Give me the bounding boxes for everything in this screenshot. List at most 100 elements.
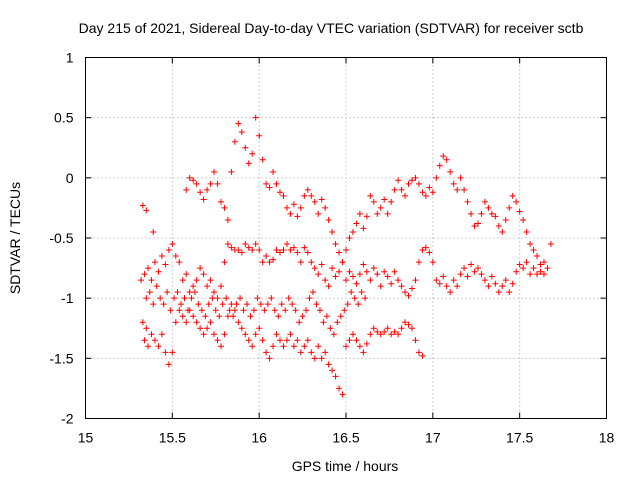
data-point <box>318 196 325 203</box>
data-point <box>257 301 264 308</box>
data-point <box>162 261 169 268</box>
data-point <box>278 301 285 308</box>
data-point <box>353 280 360 287</box>
data-point <box>237 295 244 302</box>
data-point <box>405 321 412 328</box>
data-point <box>540 271 547 278</box>
data-point <box>520 265 527 272</box>
data-point <box>506 289 513 296</box>
data-point <box>165 247 172 254</box>
data-point <box>217 198 224 205</box>
data-point <box>537 268 544 275</box>
data-point <box>415 259 422 266</box>
data-point <box>488 273 495 280</box>
data-point <box>353 220 360 227</box>
data-point <box>351 295 358 302</box>
data-point <box>211 168 218 175</box>
data-point <box>242 144 249 151</box>
data-point <box>311 265 318 272</box>
data-point <box>315 271 322 278</box>
data-point <box>256 247 263 254</box>
data-point <box>184 307 191 314</box>
data-point <box>139 319 146 326</box>
data-point <box>259 259 266 266</box>
data-point <box>395 277 402 284</box>
data-point <box>235 120 242 127</box>
data-point <box>377 331 384 338</box>
data-point <box>454 283 461 290</box>
data-point <box>233 301 240 308</box>
grid <box>85 57 607 419</box>
data-point <box>464 198 471 205</box>
data-point <box>277 189 284 196</box>
data-point <box>374 271 381 278</box>
data-point <box>249 247 256 254</box>
data-point <box>398 283 405 290</box>
data-point <box>221 204 228 211</box>
data-point <box>263 180 270 187</box>
data-point <box>169 349 176 356</box>
data-point <box>148 277 155 284</box>
data-point <box>408 285 415 292</box>
data-point <box>290 244 297 251</box>
data-point <box>360 349 367 356</box>
data-point <box>172 319 179 326</box>
data-point <box>474 220 481 227</box>
data-point <box>492 213 499 220</box>
data-point <box>440 273 447 280</box>
data-point <box>481 277 488 284</box>
data-points <box>138 114 554 398</box>
data-point <box>429 189 436 196</box>
data-point <box>323 313 330 320</box>
data-point <box>429 259 436 266</box>
data-point <box>367 192 374 199</box>
data-point <box>198 307 205 314</box>
data-point <box>256 132 263 139</box>
data-point <box>468 261 475 268</box>
data-point <box>374 328 381 335</box>
data-point <box>457 271 464 278</box>
data-point <box>224 241 231 248</box>
data-point <box>349 228 356 235</box>
data-point <box>374 210 381 217</box>
data-point <box>217 283 224 290</box>
data-point <box>341 307 348 314</box>
data-point <box>370 325 377 332</box>
data-point <box>164 289 171 296</box>
x-tick-label: 17.5 <box>506 430 533 446</box>
data-point <box>381 328 388 335</box>
data-point <box>330 331 337 338</box>
data-point <box>270 343 277 350</box>
data-point <box>367 331 374 338</box>
data-point <box>277 337 284 344</box>
data-point <box>433 277 440 284</box>
data-point <box>223 295 230 302</box>
data-point <box>355 301 362 308</box>
data-point <box>343 343 349 350</box>
data-point <box>349 273 356 280</box>
data-point <box>405 180 412 187</box>
data-point <box>308 259 315 266</box>
data-point <box>377 204 384 211</box>
data-point <box>419 189 426 196</box>
data-point <box>478 210 485 217</box>
data-point <box>422 244 429 251</box>
data-point <box>169 241 176 248</box>
data-point <box>197 189 204 196</box>
data-point <box>167 307 174 314</box>
data-point <box>266 259 273 266</box>
data-point <box>268 295 275 302</box>
data-point <box>245 244 252 251</box>
data-point <box>150 228 157 235</box>
data-point <box>145 265 152 272</box>
data-point <box>171 295 178 302</box>
data-point <box>422 192 429 199</box>
data-point <box>195 301 202 308</box>
data-point <box>207 319 214 326</box>
data-point <box>263 253 270 260</box>
data-point <box>513 198 520 205</box>
data-point <box>176 307 183 314</box>
data-point <box>160 301 167 308</box>
data-point <box>264 301 271 308</box>
data-point <box>200 196 207 203</box>
